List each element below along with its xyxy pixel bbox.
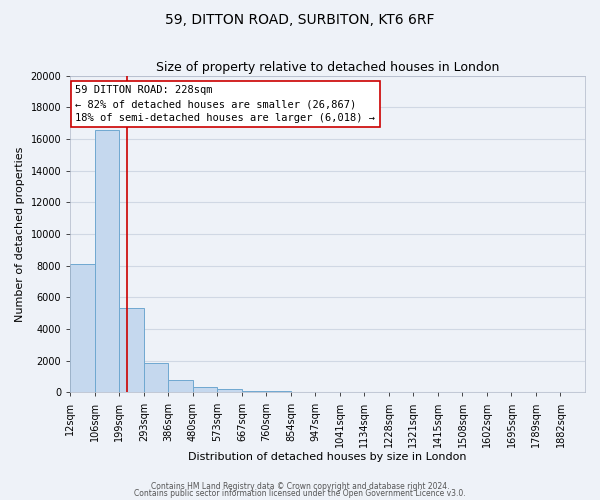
Bar xyxy=(70,264,95,392)
Text: Contains public sector information licensed under the Open Government Licence v3: Contains public sector information licen… xyxy=(134,489,466,498)
Y-axis label: Number of detached properties: Number of detached properties xyxy=(15,146,25,322)
Bar xyxy=(266,391,291,392)
Bar xyxy=(193,388,217,392)
Title: Size of property relative to detached houses in London: Size of property relative to detached ho… xyxy=(156,62,499,74)
Bar xyxy=(242,390,266,392)
X-axis label: Distribution of detached houses by size in London: Distribution of detached houses by size … xyxy=(188,452,467,462)
Text: Contains HM Land Registry data © Crown copyright and database right 2024.: Contains HM Land Registry data © Crown c… xyxy=(151,482,449,491)
Bar xyxy=(217,390,242,392)
Bar xyxy=(119,308,144,392)
Bar xyxy=(144,363,169,392)
Text: 59 DITTON ROAD: 228sqm
← 82% of detached houses are smaller (26,867)
18% of semi: 59 DITTON ROAD: 228sqm ← 82% of detached… xyxy=(76,85,376,123)
Bar xyxy=(95,130,119,392)
Text: 59, DITTON ROAD, SURBITON, KT6 6RF: 59, DITTON ROAD, SURBITON, KT6 6RF xyxy=(165,12,435,26)
Bar xyxy=(169,380,193,392)
